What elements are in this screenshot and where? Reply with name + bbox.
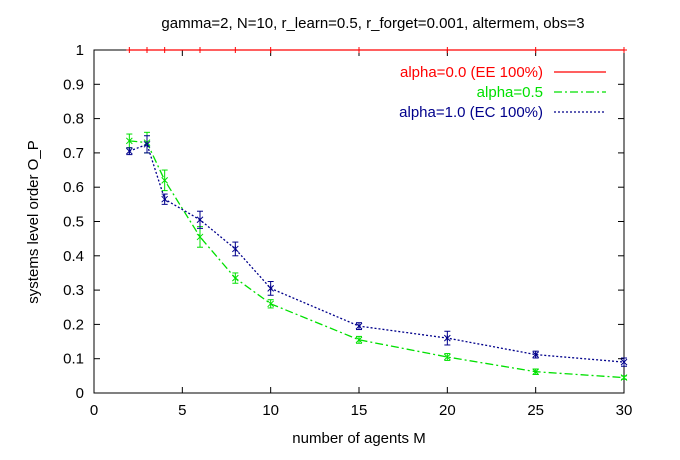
series-1: [125, 131, 628, 381]
y-tick-label: 0.7: [63, 145, 84, 162]
x-tick-label: 10: [262, 402, 279, 419]
data-point: [161, 195, 169, 203]
data-point: [620, 358, 628, 366]
data-point: [143, 140, 151, 148]
series-line: [129, 140, 625, 379]
y-tick-label: 0.3: [63, 282, 84, 299]
x-axis: 0 5 10 15 20 25 30: [90, 50, 633, 419]
data-point: [444, 47, 451, 53]
series-0: [126, 47, 627, 53]
series-2: [125, 135, 628, 367]
y-tick-label: 0.5: [63, 214, 84, 231]
x-axis-label: number of agents M: [292, 430, 425, 447]
y-axis-label: systems level order O_P: [25, 140, 42, 303]
series-layer: [125, 47, 628, 381]
data-point: [621, 47, 627, 53]
y-tick-label: 0: [76, 385, 84, 402]
data-point: [356, 47, 362, 53]
y-tick-label: 0.1: [63, 351, 84, 368]
data-point: [231, 274, 239, 282]
y-tick-label: 0.8: [63, 111, 84, 128]
x-tick-label: 0: [90, 402, 98, 419]
data-point: [267, 47, 274, 53]
data-point: [232, 47, 239, 53]
data-point: [532, 47, 539, 53]
x-tick-label: 20: [439, 402, 456, 419]
y-axis: 0 0.1 0.2 0.3 0.4 0.5 0.6 0.7 0.8 0.9 1: [63, 42, 624, 402]
data-point: [161, 176, 169, 184]
y-tick-label: 1: [76, 42, 84, 59]
data-point: [620, 374, 628, 381]
data-point: [125, 147, 133, 155]
data-point: [196, 233, 204, 241]
data-point: [355, 336, 363, 344]
data-point: [231, 245, 239, 253]
legend: alpha=0.0 (EE 100%) alpha=0.5 alpha=1.0 (E…: [399, 64, 606, 121]
x-tick-label: 5: [178, 402, 186, 419]
y-tick-label: 0.6: [63, 179, 84, 196]
series-line: [129, 143, 625, 363]
data-point: [126, 47, 133, 53]
x-tick-label: 30: [616, 402, 633, 419]
y-tick-label: 0.9: [63, 76, 84, 93]
x-tick-label: 25: [527, 402, 544, 419]
chart-title: gamma=2, N=10, r_learn=0.5, r_forget=0.0…: [161, 15, 584, 32]
data-point: [443, 334, 451, 342]
data-point: [267, 285, 275, 292]
data-point: [197, 47, 203, 53]
y-tick-label: 0.4: [63, 248, 84, 265]
data-point: [443, 353, 451, 361]
data-point: [144, 47, 150, 53]
x-tick-label: 15: [351, 402, 368, 419]
legend-label: alpha=0.0 (EE 100%): [400, 64, 543, 81]
y-tick-label: 0.2: [63, 316, 84, 333]
legend-label: alpha=0.5: [477, 84, 543, 101]
data-point: [532, 368, 540, 376]
data-point: [125, 137, 133, 145]
data-point: [267, 300, 275, 308]
data-point: [355, 322, 363, 330]
data-point: [161, 47, 168, 53]
data-point: [196, 216, 204, 224]
legend-label: alpha=1.0 (EC 100%): [399, 104, 543, 121]
data-point: [532, 351, 540, 358]
